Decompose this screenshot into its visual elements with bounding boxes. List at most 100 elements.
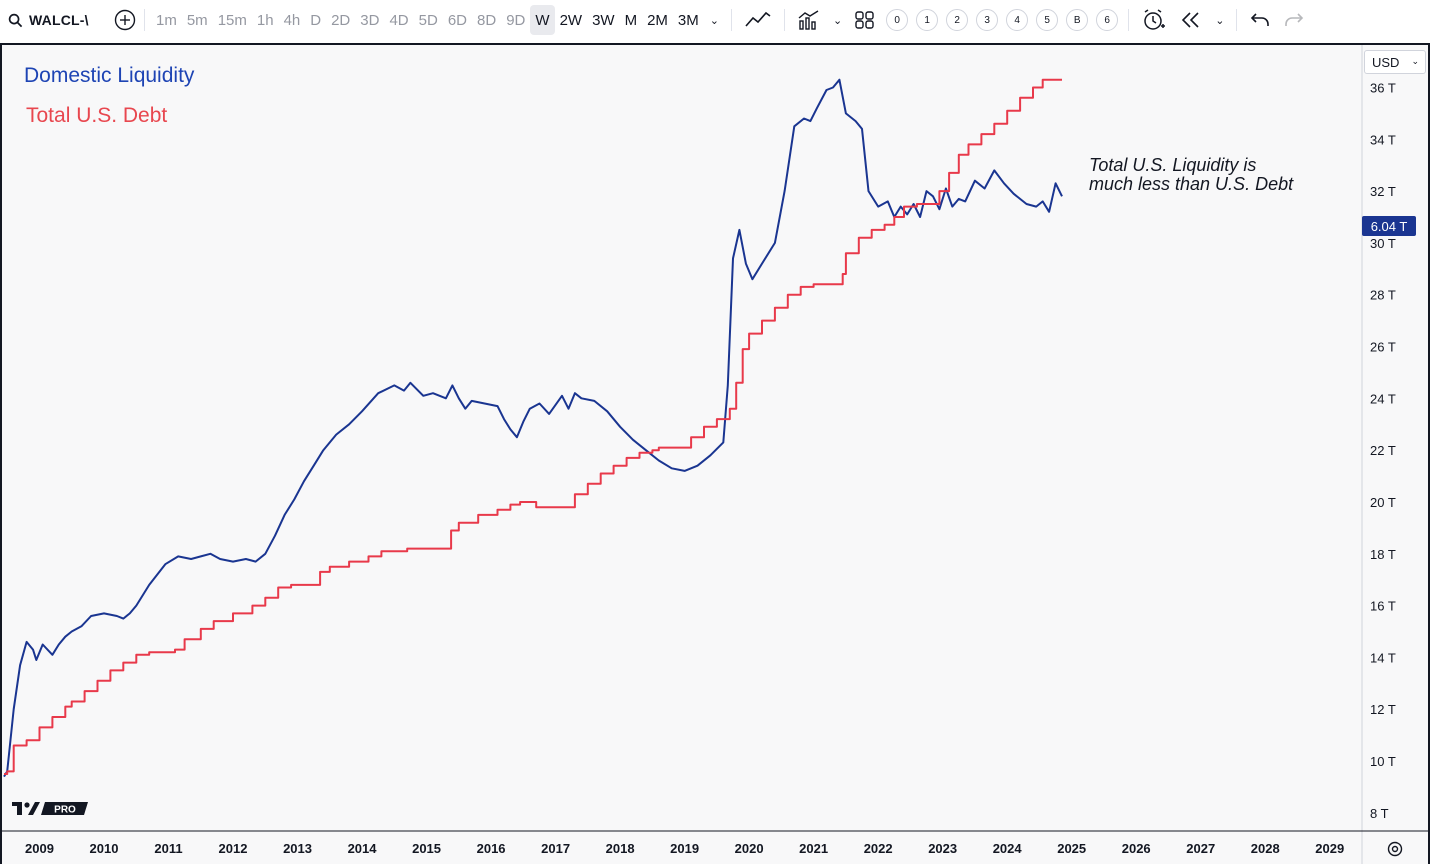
interval-1m[interactable]: 1m <box>156 11 177 29</box>
series-line-total-us-debt[interactable] <box>4 78 1062 775</box>
y-tick-label: 24 T <box>1370 391 1396 406</box>
undo-button[interactable] <box>1243 5 1277 35</box>
interval-d[interactable]: D <box>310 11 322 29</box>
x-tick-label: 2009 <box>25 841 54 856</box>
numbered-button-3[interactable]: 3 <box>976 9 999 31</box>
interval-6d[interactable]: 6D <box>447 11 468 29</box>
chart-annotation: Total U.S. Liquidity is much less than U… <box>1089 156 1349 194</box>
x-tick-label: 2029 <box>1315 841 1344 856</box>
divider <box>1128 9 1130 31</box>
line-chart-icon <box>745 11 771 27</box>
chevron-down-icon[interactable]: ⌄ <box>1215 14 1225 27</box>
replay-button[interactable] <box>1173 5 1209 35</box>
interval-5d[interactable]: 5D <box>418 11 438 29</box>
y-tick-label: 14 T <box>1370 650 1396 665</box>
x-tick-label: 2016 <box>477 841 506 856</box>
currency-label: USD <box>1372 54 1400 70</box>
interval-3d[interactable]: 3D <box>360 11 380 29</box>
numbered-button-5[interactable]: 5 <box>1036 9 1059 31</box>
plot-area <box>3 78 1063 778</box>
x-tick-label: 2013 <box>283 841 312 856</box>
numbered-button-6[interactable]: 6 <box>1096 9 1119 31</box>
symbol-name: WALCL-\ <box>29 12 89 28</box>
y-tick-label: 26 T <box>1370 340 1396 355</box>
indicators-button[interactable] <box>791 5 827 35</box>
last-price-badge: 6.04 T <box>1362 216 1416 236</box>
numbered-button-1[interactable]: 1 <box>916 9 939 31</box>
search-icon <box>8 13 23 27</box>
x-tick-label: 2014 <box>348 841 378 856</box>
tradingview-logo-icon: PRO <box>12 802 88 815</box>
chart-settings-button[interactable] <box>1384 838 1406 860</box>
y-tick-label: 30 T <box>1370 236 1396 251</box>
series-line-domestic-liquidity[interactable] <box>3 78 1063 778</box>
indicators-icon <box>798 10 819 30</box>
x-tick-label: 2019 <box>670 841 699 856</box>
interval-4h[interactable]: 4h <box>283 11 301 29</box>
y-tick-label: 8 T <box>1370 806 1389 821</box>
numbered-button-b[interactable]: B <box>1066 9 1089 31</box>
x-tick-label: 2018 <box>606 841 635 856</box>
x-tick-label: 2017 <box>541 841 570 856</box>
grid-layout-icon <box>855 11 874 29</box>
tradingview-logo: PRO <box>12 800 88 816</box>
y-tick-label: 20 T <box>1370 495 1396 510</box>
x-tick-label: 2023 <box>928 841 957 856</box>
y-tick-label: 34 T <box>1370 132 1396 147</box>
interval-2w[interactable]: 2W <box>559 11 583 29</box>
interval-m[interactable]: M <box>624 11 638 29</box>
redo-icon <box>1285 13 1304 26</box>
interval-3w[interactable]: 3W <box>592 11 615 29</box>
y-tick-label: 18 T <box>1370 547 1396 562</box>
interval-8d[interactable]: 8D <box>477 11 497 29</box>
interval-4d[interactable]: 4D <box>389 11 409 29</box>
compare-add-button[interactable] <box>112 7 138 33</box>
interval-5m[interactable]: 5m <box>186 11 208 29</box>
interval-9d[interactable]: 9D <box>506 11 526 29</box>
x-tick-label: 2025 <box>1057 841 1086 856</box>
annotation-line-1: Total U.S. Liquidity is <box>1089 155 1257 175</box>
numbered-button-2[interactable]: 2 <box>946 9 969 31</box>
chart-pane[interactable] <box>0 43 1430 864</box>
interval-3m[interactable]: 3M <box>677 11 699 29</box>
alarm-clock-icon <box>1144 9 1166 30</box>
redo-button[interactable] <box>1277 5 1311 35</box>
x-tick-label: 2010 <box>90 841 119 856</box>
divider <box>783 9 785 31</box>
layouts-button[interactable] <box>848 5 882 35</box>
x-tick-label: 2011 <box>154 841 182 856</box>
currency-selector[interactable]: USD ⌄ <box>1364 50 1426 74</box>
interval-1h[interactable]: 1h <box>256 11 274 29</box>
legend-total-us-debt: Total U.S. Debt <box>26 104 168 127</box>
interval-15m[interactable]: 15m <box>217 11 247 29</box>
undo-icon <box>1251 13 1270 26</box>
top-toolbar: WALCL-\ 1m 5m 15m 1h 4h D 2D 3D 4D 5D 6D 8D 9D W 2W 3W M… <box>0 0 1430 40</box>
numbered-button-0[interactable]: 0 <box>886 9 909 31</box>
numbered-button-4[interactable]: 4 <box>1006 9 1029 31</box>
gear-icon <box>1387 841 1403 857</box>
chevron-down-icon[interactable]: ⌄ <box>709 14 719 27</box>
plus-circle-icon <box>114 9 136 31</box>
price-axis[interactable]: 8 T 10 T 12 T 14 T 16 T 18 T 20 T 22 T 24 T 26 T 2… <box>1370 80 1396 820</box>
time-axis[interactable]: 2009 2010 2011 2012 2013 2014 2015 2016 2017 2018… <box>25 841 1344 856</box>
divider <box>730 9 732 31</box>
interval-w[interactable]: W <box>530 5 555 35</box>
x-tick-label: 2027 <box>1186 841 1215 856</box>
chevron-down-icon[interactable]: ⌄ <box>832 14 843 27</box>
x-tick-label: 2024 <box>993 841 1023 856</box>
interval-2m[interactable]: 2M <box>647 11 668 29</box>
rewind-icon <box>1182 12 1199 28</box>
y-tick-label: 28 T <box>1370 288 1396 303</box>
x-tick-label: 2012 <box>219 841 248 856</box>
interval-2d[interactable]: 2D <box>331 11 351 29</box>
symbol-search[interactable]: WALCL-\ <box>0 0 104 40</box>
logo-pro-text: PRO <box>54 804 76 815</box>
divider <box>1236 9 1238 31</box>
y-tick-label: 36 T <box>1370 80 1396 95</box>
y-tick-label: 10 T <box>1370 754 1396 769</box>
chart-style-button[interactable] <box>738 5 778 35</box>
x-tick-label: 2022 <box>864 841 893 856</box>
alert-button[interactable] <box>1135 5 1173 35</box>
